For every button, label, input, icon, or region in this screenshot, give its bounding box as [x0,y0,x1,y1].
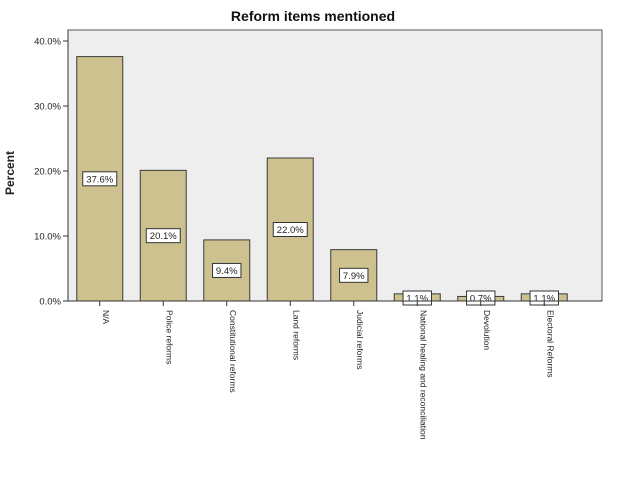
x-tick-label: Electoral Reforms [545,310,555,378]
data-label-box [339,267,369,283]
x-tick-label: National healing and reconciliation [418,310,428,440]
x-tick-label: Devolution [482,310,492,350]
y-axis-label: Percent [3,151,17,195]
x-axis: N/A Police reforms Constitutional reforms L… [68,300,602,440]
x-tick-label: Police reforms [164,310,174,364]
data-label: 37.6% [86,174,113,185]
y-tick-label: 40.0% [34,37,61,48]
x-tick-label: N/A [101,310,111,325]
data-label: 22.0% [277,225,304,236]
chart-title: Reform items mentioned [231,8,395,24]
data-label: 9.4% [216,266,238,277]
data-label-box [272,222,308,237]
x-tick-label: Constitutional reforms [228,310,238,393]
data-label: 7.9% [343,271,365,282]
y-tick-label: 10.0% [34,232,61,243]
y-axis: 0.0% 10.0% 20.0% 30.0% 40.0% [34,30,69,308]
data-label: 20.1% [150,231,177,242]
x-tick-label: Land reforms [291,310,301,360]
data-label: 1.1% [533,294,555,305]
data-label-box [212,262,242,278]
y-tick-label: 0.0% [39,297,61,308]
data-label: 0.7% [470,294,492,305]
data-label: 1.1% [406,294,428,305]
bars: 37.6% 20.1% 9.4% 22.0% 7.9% 1.1% 0.7% 1.1% [76,56,568,306]
data-label-box [82,171,118,187]
y-tick-label: 30.0% [34,102,61,113]
y-tick-label: 20.0% [34,167,61,178]
data-label-box [145,228,181,244]
x-tick-label: Judicial reforms [355,310,365,370]
